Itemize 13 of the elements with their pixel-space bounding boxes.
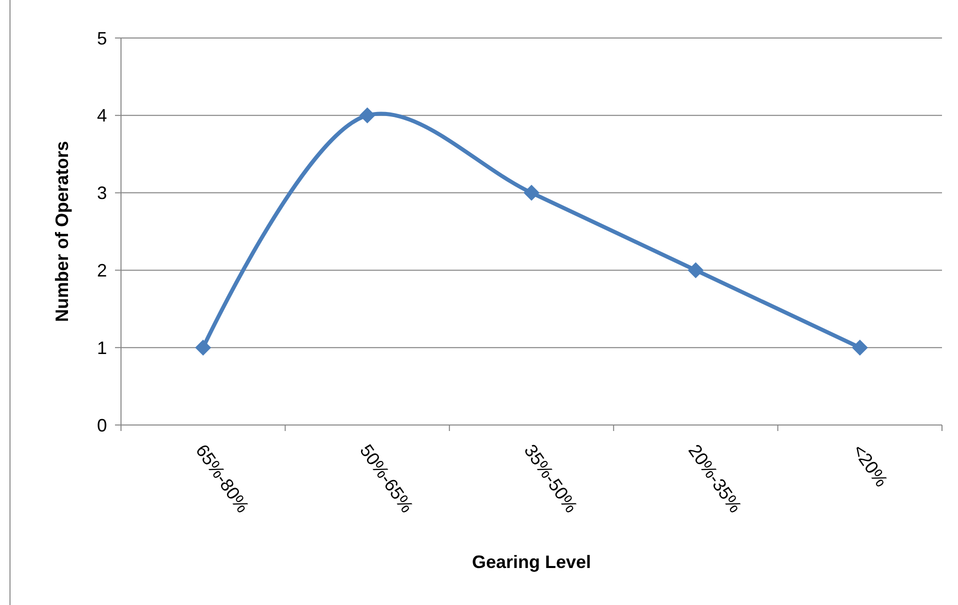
y-tick-label: 1 xyxy=(96,338,107,358)
y-tick-label: 3 xyxy=(96,183,107,204)
x-axis-title: Gearing Level xyxy=(472,552,592,572)
y-tick-label: 5 xyxy=(96,28,107,48)
point xyxy=(688,262,704,278)
y-tick-label: 2 xyxy=(96,260,107,280)
point xyxy=(852,340,868,356)
y-axis-title: Number of Operators xyxy=(52,140,72,322)
y-tick-label: 4 xyxy=(96,106,107,126)
point xyxy=(195,340,212,356)
point xyxy=(524,184,540,201)
point xyxy=(359,107,376,124)
y-tick-label: 0 xyxy=(96,415,107,436)
